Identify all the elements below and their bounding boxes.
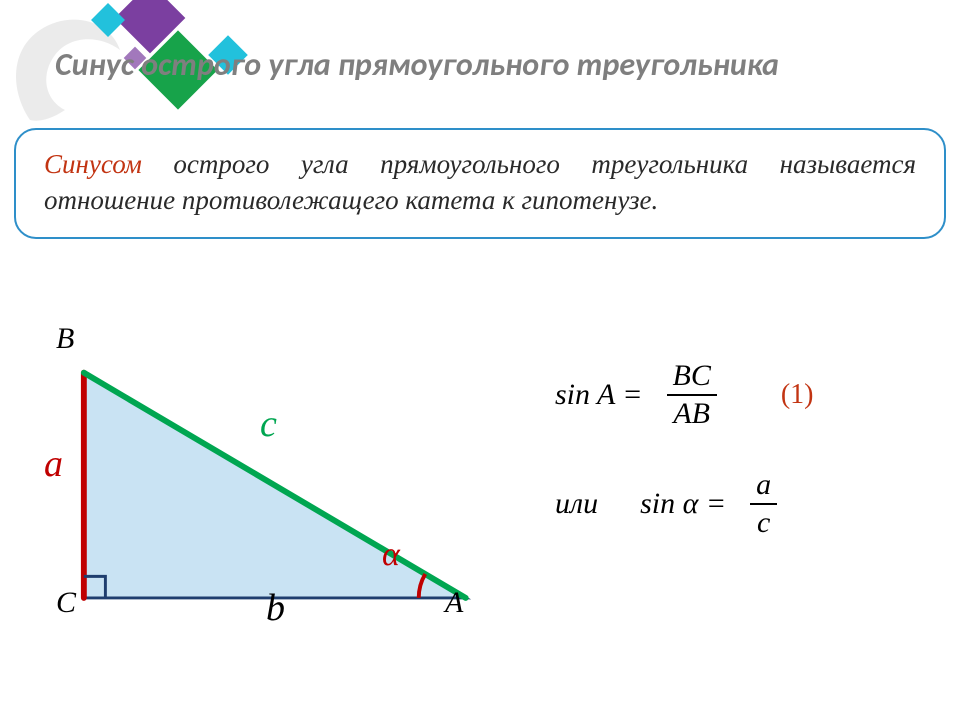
slide-root: Синус острого угла прямоугольного треуго… [0,0,960,720]
f2-num: a [750,469,777,505]
formula-1: sin A = BC AB (1) [555,360,955,429]
f1-num: BC [667,360,717,396]
f1-lhs: sin A = [555,378,643,412]
f2-frac: a c [750,469,777,538]
formulae-block: sin A = BC AB (1) или sin α = a c [555,360,955,578]
triangle-diagram: B C A a c b α [30,330,500,670]
definition-text: Синусом острого угла прямоугольного треу… [44,146,916,219]
side-c-label: c [260,402,277,446]
side-a-label: a [44,442,63,486]
angle-alpha-label: α [382,536,400,574]
f2-lhs: sin α = [640,487,726,521]
side-b-label: b [266,586,285,630]
vertex-C: C [56,586,76,620]
f1-den: AB [667,396,716,430]
vertex-A: A [445,586,463,620]
f1-tag: (1) [781,379,814,411]
f2-den: c [751,505,776,539]
definition-box: Синусом острого угла прямоугольного треу… [14,128,946,239]
slide-title: Синус острого угла прямоугольного треуго… [55,45,915,84]
triangle-svg [30,330,500,670]
formula-2: или sin α = a c [555,469,955,538]
f1-frac: BC AB [667,360,717,429]
f2-or: или [555,487,598,521]
definition-rest: острого угла прямоугольного треугольника… [44,149,916,215]
vertex-B: B [56,322,74,356]
definition-lead: Синусом [44,149,142,179]
